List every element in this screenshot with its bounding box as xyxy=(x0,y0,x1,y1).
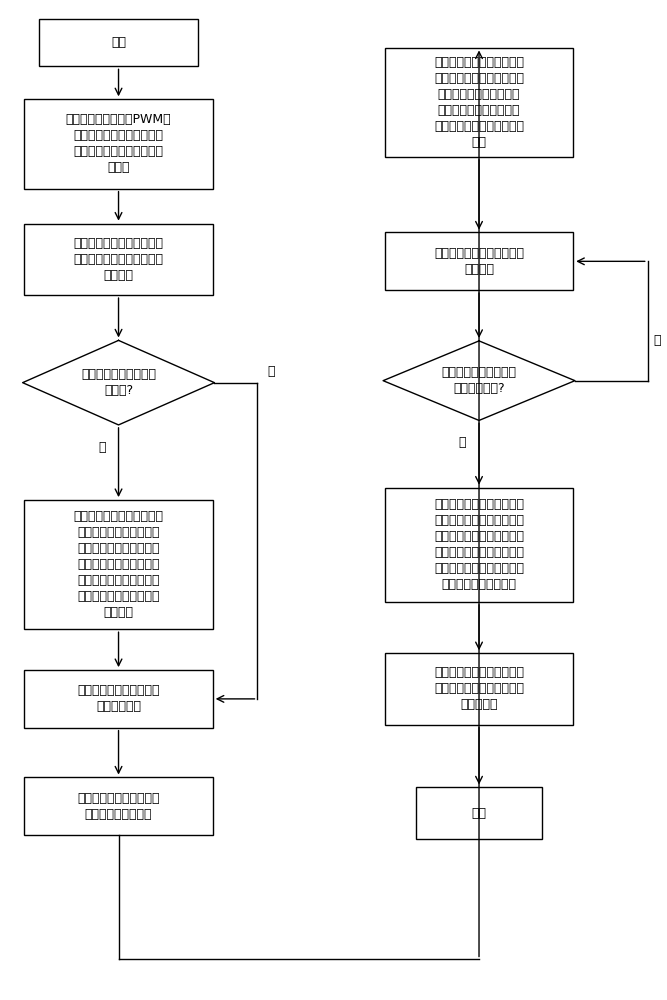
FancyBboxPatch shape xyxy=(416,787,542,839)
Polygon shape xyxy=(23,340,214,425)
FancyBboxPatch shape xyxy=(385,48,573,157)
Text: 步骤五，电磁线圈可控消磁
及设定含有功率消耗电路实
时控制。检测额定能量回收
过程母线峰值电压是否在设
定范围内，对步骤三及步骤
四控制参数进行修正。: 步骤五，电磁线圈可控消磁 及设定含有功率消耗电路实 时控制。检测额定能量回收 过… xyxy=(434,498,524,591)
Text: 是: 是 xyxy=(459,436,466,449)
FancyBboxPatch shape xyxy=(385,232,573,290)
FancyBboxPatch shape xyxy=(385,488,573,602)
Text: 是: 是 xyxy=(98,441,106,454)
Text: 否: 否 xyxy=(653,334,660,347)
FancyBboxPatch shape xyxy=(24,99,213,189)
Text: 获取母线电容容量、PWM设
定频率、产品型号等参数配
置。获取电流采样电路信号
基准。: 获取母线电容容量、PWM设 定频率、产品型号等参数配 置。获取电流采样电路信号 … xyxy=(66,113,171,174)
FancyBboxPatch shape xyxy=(24,670,213,728)
Text: 步骤二，功率开关管驱动
电路自举电容充电。: 步骤二，功率开关管驱动 电路自举电容充电。 xyxy=(77,792,160,821)
Text: 结束: 结束 xyxy=(472,807,486,820)
Text: 工作周期开始，各控制模
块参数初始化: 工作周期开始，各控制模 块参数初始化 xyxy=(77,684,160,713)
Polygon shape xyxy=(383,341,575,420)
Text: 否: 否 xyxy=(267,365,275,378)
Text: 开始: 开始 xyxy=(111,36,126,49)
FancyBboxPatch shape xyxy=(24,224,213,295)
Text: 脉冲时序是否已到主动
消磁起始时序?: 脉冲时序是否已到主动 消磁起始时序? xyxy=(442,366,516,395)
Text: 根据电磁泵参数设定、接口
输入指令计算冲次频率、周
期时间。: 根据电磁泵参数设定、接口 输入指令计算冲次频率、周 期时间。 xyxy=(73,237,163,282)
FancyBboxPatch shape xyxy=(385,653,573,725)
Text: 步骤六、步骤七、步骤八，
液体吸入、结构恢复及检测
冲次参数。: 步骤六、步骤七、步骤八， 液体吸入、结构恢复及检测 冲次参数。 xyxy=(434,666,524,711)
FancyBboxPatch shape xyxy=(39,19,198,66)
Text: 步骤四，保持励磁电流绪流
工作过程: 步骤四，保持励磁电流绪流 工作过程 xyxy=(434,247,524,276)
FancyBboxPatch shape xyxy=(24,777,213,835)
Text: 冲次是否发生变化或未
初始化?: 冲次是否发生变化或未 初始化? xyxy=(81,368,156,397)
Text: 步骤三，施加励磁电流产生
要求吸力泵出液体。同时采
样获取产生的励磁电流幅
值，对电磁线圈短路、漏
电、接线中断等故障进行检
测。: 步骤三，施加励磁电流产生 要求吸力泵出液体。同时采 样获取产生的励磁电流幅 值，… xyxy=(434,56,524,149)
FancyBboxPatch shape xyxy=(24,500,213,629)
Text: 步骤一，计算各步骤起始脉
冲序号、主动消磁起始电
流、主动消磁起始时间、
消磁过程起始占空比。根
据系统型号参数计算工作
各步骤周期起始及结束脉
冲序号值: 步骤一，计算各步骤起始脉 冲序号、主动消磁起始电 流、主动消磁起始时间、 消磁过… xyxy=(73,510,163,619)
